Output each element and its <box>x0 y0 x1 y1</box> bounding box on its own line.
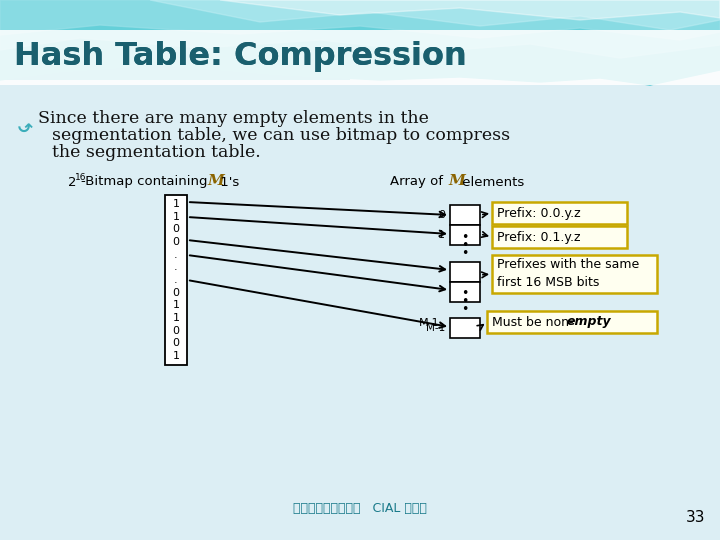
Text: 0: 0 <box>173 237 179 247</box>
Text: 1: 1 <box>173 300 179 310</box>
Bar <box>450 205 480 225</box>
FancyBboxPatch shape <box>0 30 720 85</box>
Text: Hash Table: Compression: Hash Table: Compression <box>14 42 467 72</box>
Text: .: . <box>174 249 178 260</box>
Polygon shape <box>0 0 720 58</box>
Text: M-1: M-1 <box>426 323 445 333</box>
Text: 1: 1 <box>173 313 179 323</box>
Text: 16: 16 <box>75 172 86 181</box>
Text: •: • <box>462 295 469 308</box>
Text: M: M <box>207 174 224 188</box>
Text: 1's: 1's <box>216 176 239 188</box>
Bar <box>492 226 627 248</box>
Bar <box>492 202 627 224</box>
Text: segmentation table, we can use bitmap to compress: segmentation table, we can use bitmap to… <box>52 127 510 144</box>
Bar <box>450 318 480 338</box>
Bar <box>492 255 657 293</box>
Text: the segmentation table.: the segmentation table. <box>52 144 261 161</box>
Text: Hash Table: Compression: Hash Table: Compression <box>14 42 467 72</box>
Text: M: M <box>448 174 465 188</box>
Bar <box>450 282 480 302</box>
Polygon shape <box>150 0 720 30</box>
Text: 1: 1 <box>438 230 445 240</box>
Text: Must be non-: Must be non- <box>492 315 574 328</box>
Text: Array of: Array of <box>390 176 447 188</box>
Text: 33: 33 <box>685 510 705 525</box>
Text: elements: elements <box>458 176 524 188</box>
Text: •: • <box>462 287 469 300</box>
Bar <box>450 262 480 282</box>
Text: 0: 0 <box>173 326 179 336</box>
Text: empty: empty <box>567 315 611 328</box>
Text: Prefix: 0.1.y.z: Prefix: 0.1.y.z <box>497 231 580 244</box>
Text: .: . <box>174 262 178 272</box>
Text: 0: 0 <box>173 288 179 298</box>
Text: •: • <box>462 303 469 316</box>
Text: 成功大學資訊工程系   CIAL 實驗室: 成功大學資訊工程系 CIAL 實驗室 <box>293 502 427 515</box>
Text: .: . <box>174 275 178 285</box>
Text: 0: 0 <box>438 210 445 220</box>
Polygon shape <box>220 0 720 20</box>
Polygon shape <box>0 0 720 85</box>
Text: 0: 0 <box>173 224 179 234</box>
Text: Since there are many empty elements in the: Since there are many empty elements in t… <box>38 110 429 127</box>
Text: Prefix: 0.0.y.z: Prefix: 0.0.y.z <box>497 206 580 219</box>
Text: 1: 1 <box>173 212 179 221</box>
Text: first 16 MSB bits: first 16 MSB bits <box>497 276 599 289</box>
Text: Prefixes with the same: Prefixes with the same <box>497 259 639 272</box>
Bar <box>165 195 187 365</box>
FancyBboxPatch shape <box>0 0 350 80</box>
Text: 1: 1 <box>173 351 179 361</box>
Text: ↶: ↶ <box>18 115 33 133</box>
Text: 0: 0 <box>173 339 179 348</box>
Text: •: • <box>462 246 469 260</box>
Text: -Bitmap containing: -Bitmap containing <box>81 176 212 188</box>
Text: •: • <box>462 231 469 244</box>
Text: 1: 1 <box>173 199 179 209</box>
Text: 2: 2 <box>68 176 76 188</box>
Bar <box>487 311 657 333</box>
Bar <box>450 225 480 245</box>
Polygon shape <box>0 0 720 40</box>
Text: •: • <box>462 239 469 252</box>
Text: M-1: M-1 <box>419 318 440 328</box>
